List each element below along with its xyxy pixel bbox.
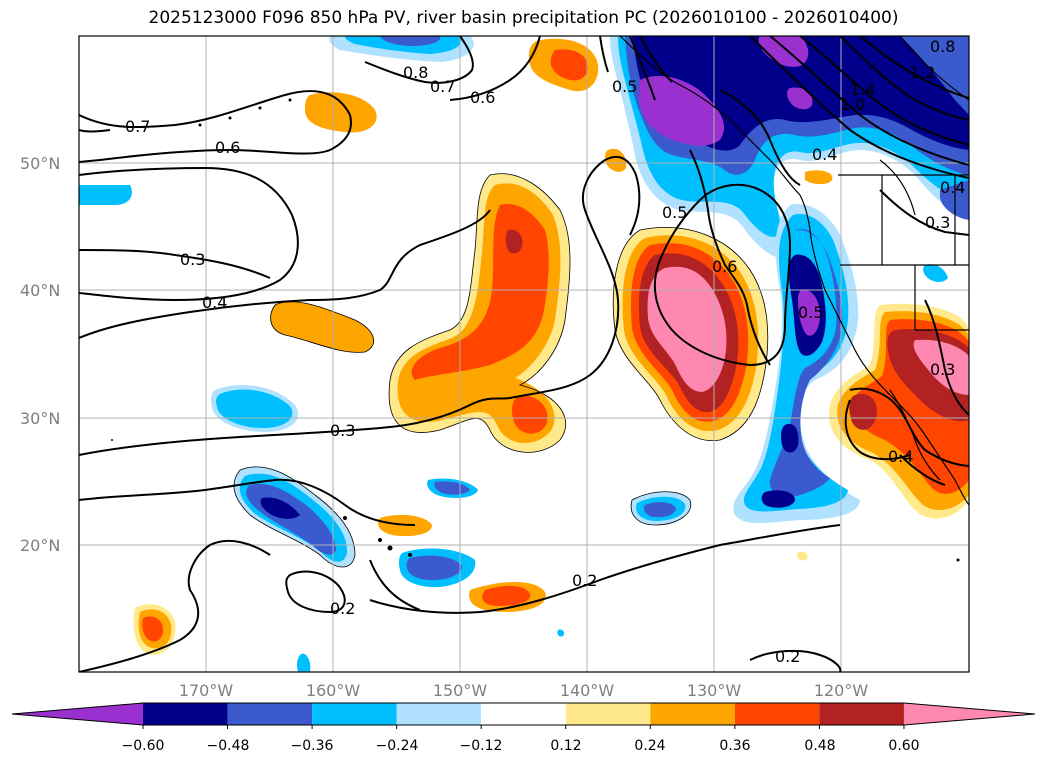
contour-label: 1.2 bbox=[910, 63, 935, 82]
colorbar-label: 0.24 bbox=[634, 738, 665, 754]
colorbar-label: 0.48 bbox=[804, 738, 835, 754]
colorbar-label: 0.60 bbox=[888, 738, 919, 754]
colorbar-label: −0.24 bbox=[376, 738, 419, 754]
contour-label: 1.0 bbox=[840, 95, 865, 114]
colorbar-extend-max bbox=[903, 703, 1035, 725]
contour-label: 0.5 bbox=[662, 203, 687, 222]
longitude-axis: 170°W 160°W 150°W 140°W 130°W 120°W bbox=[179, 681, 869, 700]
colorbar-segment bbox=[481, 703, 566, 725]
contour-label: 0.3 bbox=[930, 360, 955, 379]
colorbar-segment bbox=[312, 703, 397, 725]
colorbar-ticks bbox=[142, 725, 905, 729]
colorbar-label: 0.12 bbox=[550, 738, 581, 754]
lon-label-150w: 150°W bbox=[433, 681, 488, 700]
lon-label-140w: 140°W bbox=[560, 681, 615, 700]
colorbar-segment bbox=[734, 703, 820, 725]
lon-label-130w: 130°W bbox=[687, 681, 742, 700]
colorbar-label: 0.36 bbox=[719, 738, 750, 754]
colorbar-label: −0.60 bbox=[122, 738, 165, 754]
coastlines bbox=[619, 36, 969, 506]
contour-label: 0.3 bbox=[180, 250, 205, 269]
contour-label: 0.7 bbox=[125, 117, 150, 136]
contour-label: 0.3 bbox=[925, 213, 950, 232]
contour-label: 0.4 bbox=[812, 145, 837, 164]
colorbar-segment bbox=[565, 703, 651, 725]
map-area: 0.7 0.6 0.7 0.6 0.5 0.8 0.3 0.4 0.3 0.2 … bbox=[79, 36, 969, 672]
colorbar-segments bbox=[11, 702, 1036, 726]
colorbar: −0.60 −0.48 −0.36 −0.24 −0.12 0.12 0.24 … bbox=[11, 702, 1036, 754]
islands bbox=[111, 98, 960, 562]
colorbar-extend-min bbox=[12, 703, 143, 725]
contour-label: 0.6 bbox=[470, 88, 495, 107]
contour-label: 0.7 bbox=[430, 77, 455, 96]
contour-label: 0.2 bbox=[572, 571, 597, 590]
contour-label: 0.5 bbox=[798, 303, 823, 322]
fill-outlines bbox=[233, 173, 769, 568]
lon-label-120w: 120°W bbox=[814, 681, 869, 700]
contour-label: 0.8 bbox=[930, 37, 955, 56]
colorbar-label: −0.12 bbox=[460, 738, 503, 754]
contour-label: 0.4 bbox=[202, 293, 227, 312]
colorbar-segment bbox=[819, 703, 904, 725]
contour-labels: 0.7 0.6 0.7 0.6 0.5 0.8 0.3 0.4 0.3 0.2 … bbox=[125, 37, 965, 666]
contour-label: 0.2 bbox=[330, 599, 355, 618]
contour-label: 1.4 bbox=[850, 80, 875, 99]
pv-contours bbox=[79, 36, 969, 672]
map-frame bbox=[78, 35, 970, 673]
contour-label: 0.6 bbox=[215, 138, 240, 157]
colorbar-segment bbox=[227, 703, 313, 725]
colorbar-segment bbox=[143, 703, 228, 725]
contour-label: 0.8 bbox=[403, 63, 428, 82]
contour-label: 0.3 bbox=[330, 421, 355, 440]
lon-label-170w: 170°W bbox=[179, 681, 234, 700]
colorbar-labels: −0.60 −0.48 −0.36 −0.24 −0.12 0.12 0.24 … bbox=[122, 738, 920, 754]
contour-label: 0.2 bbox=[775, 647, 800, 666]
latitude-axis: 50°N 40°N 30°N 20°N bbox=[20, 154, 60, 555]
graticule bbox=[79, 36, 969, 672]
negative-anomaly-fill bbox=[79, 36, 969, 672]
contour-label: 0.5 bbox=[612, 77, 637, 96]
lat-label-50n: 50°N bbox=[20, 154, 60, 173]
lat-label-40n: 40°N bbox=[20, 281, 60, 300]
lat-label-20n: 20°N bbox=[20, 536, 60, 555]
colorbar-label: −0.36 bbox=[291, 738, 334, 754]
contour-label: 0.4 bbox=[888, 447, 913, 466]
lon-label-160w: 160°W bbox=[306, 681, 361, 700]
contour-label: 0.6 bbox=[712, 257, 737, 276]
colorbar-label: −0.48 bbox=[207, 738, 250, 754]
lat-label-30n: 30°N bbox=[20, 409, 60, 428]
colorbar-segment bbox=[396, 703, 482, 725]
contour-label: 0.4 bbox=[940, 178, 965, 197]
positive-anomaly-fill bbox=[133, 38, 969, 655]
colorbar-segment bbox=[650, 703, 735, 725]
map-title: 2025123000 F096 850 hPa PV, river basin … bbox=[148, 8, 899, 28]
